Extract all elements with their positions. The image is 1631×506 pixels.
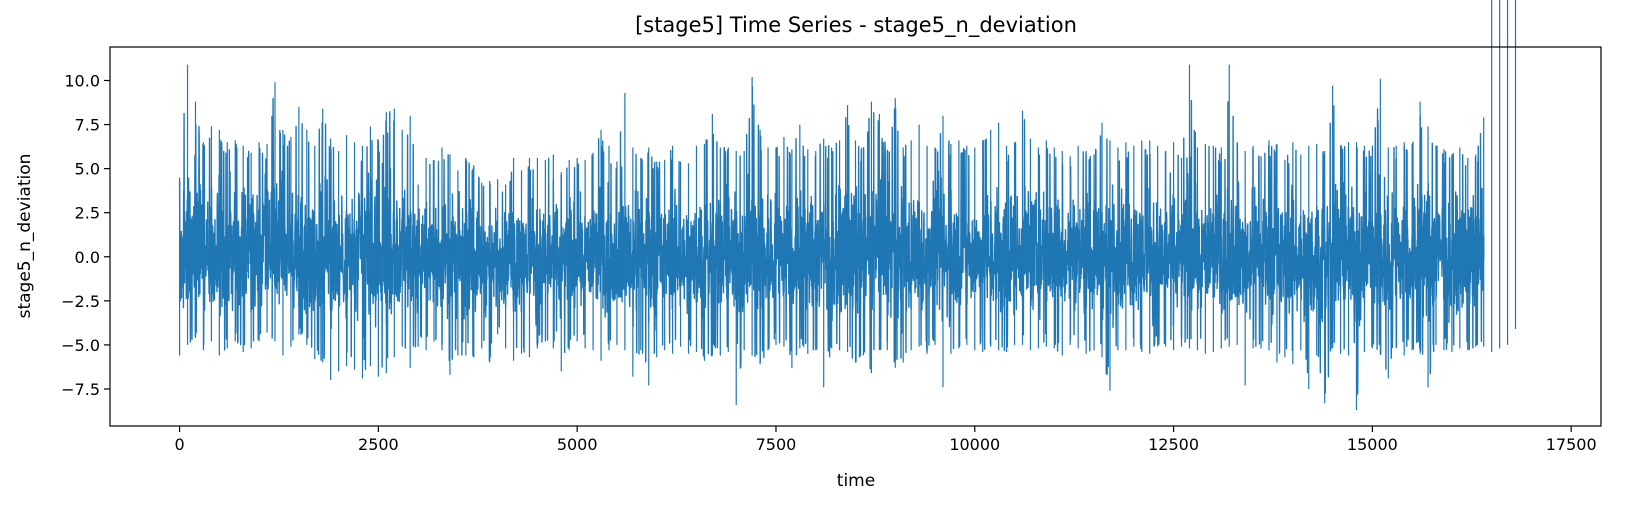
x-tick-label: 10000 (949, 435, 1000, 454)
plot-frame (109, 46, 1602, 427)
series-layer (178, 0, 1517, 411)
y-tick-label: 7.5 (75, 116, 100, 135)
y-tick-label: 10.0 (64, 71, 100, 90)
chart-title: [stage5] Time Series - stage5_n_deviatio… (635, 13, 1077, 38)
y-tick-label: 0.0 (75, 248, 100, 267)
plot-area (109, 0, 1602, 427)
y-tick-label: 2.5 (75, 204, 100, 223)
x-tick-label: 12500 (1148, 435, 1199, 454)
y-tick-label: 5.0 (75, 160, 100, 179)
x-tick-label: 15000 (1347, 435, 1398, 454)
x-axis: 0 2500 5000 7500 10000 12500 15000 17500 (174, 426, 1597, 454)
x-tick-label: 7500 (756, 435, 797, 454)
y-tick-label: −2.5 (61, 292, 100, 311)
y-tick-label: −7.5 (61, 380, 100, 399)
x-tick-label: 2500 (358, 435, 399, 454)
y-tick-label: −5.0 (61, 336, 100, 355)
x-axis-label: time (837, 471, 875, 491)
y-axis: −7.5 −5.0 −2.5 0.0 2.5 5.0 7.5 10.0 (61, 71, 110, 399)
x-tick-label: 17500 (1546, 435, 1597, 454)
x-tick-label: 5000 (557, 435, 598, 454)
x-tick-label: 0 (174, 435, 184, 454)
y-axis-label: stage5_n_deviation (15, 154, 35, 319)
